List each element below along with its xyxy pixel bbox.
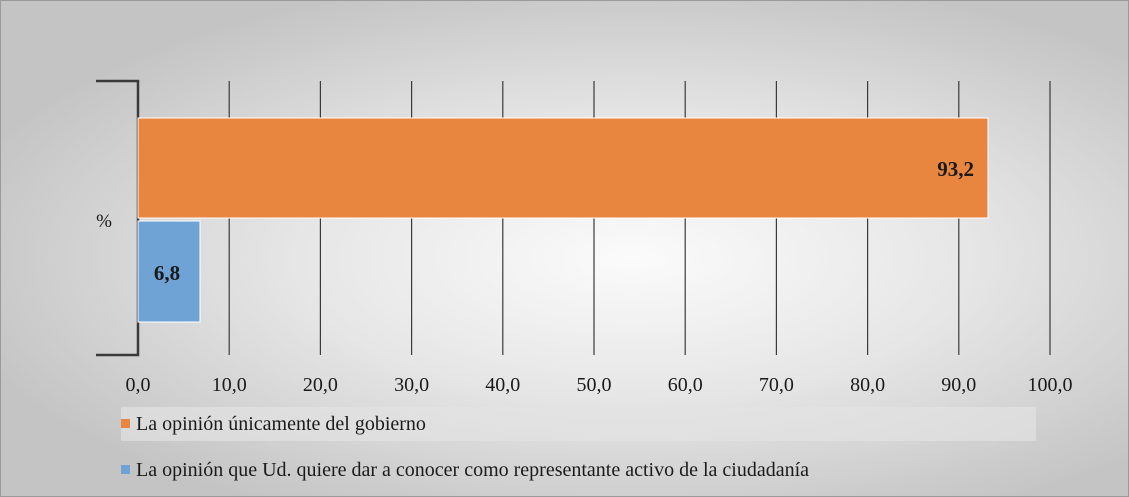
- x-tick-label-5: 50,0: [577, 374, 612, 396]
- bar-series-0: [137, 117, 989, 219]
- x-tick-label-4: 40,0: [485, 374, 520, 396]
- data-label-gobierno: 93,2: [937, 157, 974, 181]
- x-tick-label-10: 100,0: [1028, 374, 1073, 396]
- x-tick-label-2: 20,0: [303, 374, 338, 396]
- legend-label-gobierno: La opinión únicamente del gobierno: [136, 413, 426, 435]
- x-tick-label-7: 70,0: [759, 374, 794, 396]
- x-tick-label-3: 30,0: [394, 374, 429, 396]
- bar-series-1: [137, 220, 201, 323]
- legend-item-ciudadania: La opinión que Ud. quiere dar a conocer …: [121, 453, 809, 487]
- legend-swatch-gobierno: [121, 419, 130, 429]
- legend-label-ciudadania: La opinión que Ud. quiere dar a conocer …: [136, 459, 810, 481]
- x-tick-label-9: 90,0: [941, 374, 976, 396]
- category-label: %: [96, 211, 112, 232]
- x-tick-label-8: 80,0: [850, 374, 885, 396]
- data-label-ciudadania: 6,8: [154, 261, 180, 285]
- x-tick-label-1: 10,0: [212, 374, 247, 396]
- legend-swatch-ciudadania: [121, 465, 130, 475]
- x-tick-label-6: 60,0: [668, 374, 703, 396]
- legend-item-gobierno: La opinión únicamente del gobierno: [121, 407, 1036, 441]
- x-tick-label-0: 0,0: [126, 374, 151, 396]
